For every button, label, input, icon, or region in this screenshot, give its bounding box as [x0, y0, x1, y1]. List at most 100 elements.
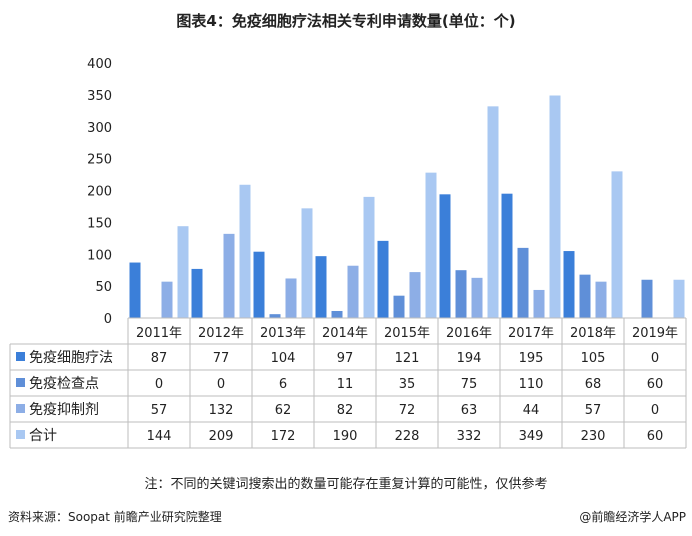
bar	[471, 277, 483, 318]
bar	[393, 295, 405, 318]
x-tick-label: 2018年	[570, 326, 616, 341]
legend-label: 免疫细胞疗法	[29, 350, 113, 366]
legend-label: 合计	[29, 428, 57, 444]
bar	[331, 310, 343, 318]
bar	[315, 256, 327, 318]
y-tick-label: 350	[87, 89, 112, 104]
legend-swatch	[16, 378, 25, 387]
bar	[239, 184, 251, 318]
bar	[177, 226, 189, 318]
bar	[611, 171, 623, 318]
bar	[563, 251, 575, 318]
y-tick-label: 200	[87, 185, 112, 200]
table-value: 97	[337, 351, 354, 366]
x-tick-label: 2011年	[136, 326, 182, 341]
footnote: 注：不同的关键词搜索出的数量可能存在重复计算的可能性，仅供参考	[144, 477, 548, 492]
bar	[161, 281, 173, 318]
bar	[579, 274, 591, 318]
table-value: 63	[461, 403, 478, 418]
bars-group	[129, 95, 685, 318]
table-value: 62	[275, 403, 292, 418]
bar	[363, 196, 375, 318]
table-value: 35	[399, 377, 416, 392]
table-value: 195	[519, 351, 544, 366]
legend-label: 免疫检查点	[29, 376, 99, 392]
bar	[347, 265, 359, 318]
bar	[129, 262, 141, 318]
table-value: 0	[155, 377, 163, 392]
table-value: 194	[457, 351, 482, 366]
y-tick-label: 150	[87, 216, 112, 231]
table-value: 0	[651, 403, 659, 418]
data-table: 2011年 2012年 2013年 2014年 2015年 2016年 2017年 2018年…	[9, 317, 687, 449]
x-tick-label: 2013年	[260, 326, 306, 341]
table-value: 57	[585, 403, 602, 418]
bar	[191, 268, 203, 318]
bar	[223, 233, 235, 318]
table-value: 144	[147, 429, 172, 444]
bar	[425, 172, 437, 318]
table-value: 44	[523, 403, 540, 418]
y-tick-label: 300	[87, 121, 112, 136]
table-value: 0	[217, 377, 225, 392]
bar	[641, 279, 653, 318]
legend-swatch	[16, 404, 25, 413]
bar	[301, 208, 313, 318]
x-tick-label: 2012年	[198, 326, 244, 341]
table-value: 349	[519, 429, 544, 444]
bar	[377, 240, 389, 318]
y-tick-label: 250	[87, 153, 112, 168]
bar	[595, 281, 607, 318]
brand-text: @前瞻经济学人APP	[579, 510, 686, 524]
table-value: 57	[151, 403, 168, 418]
table-value: 172	[271, 429, 296, 444]
y-tick-label: 400	[87, 57, 112, 72]
bar	[285, 278, 297, 318]
y-tick-label: 0	[104, 312, 112, 327]
bar	[517, 247, 529, 318]
table-value: 104	[271, 351, 296, 366]
bar	[455, 270, 467, 318]
table-value: 121	[395, 351, 420, 366]
table-value: 132	[209, 403, 234, 418]
x-tick-label: 2015年	[384, 326, 430, 341]
table-value: 6	[279, 377, 287, 392]
table-value: 77	[213, 351, 230, 366]
table-value: 228	[395, 429, 420, 444]
legend-swatch	[16, 430, 25, 439]
bar	[533, 289, 545, 318]
legend-label: 免疫抑制剂	[29, 402, 99, 418]
table-value: 110	[519, 377, 544, 392]
table-value: 190	[333, 429, 358, 444]
table-value: 68	[585, 377, 602, 392]
table-value: 72	[399, 403, 416, 418]
x-tick-label: 2019年	[632, 326, 678, 341]
table-value: 209	[209, 429, 234, 444]
bar	[253, 251, 265, 318]
source-text: 资料来源：Soopat 前瞻产业研究院整理	[8, 510, 222, 524]
bar	[409, 272, 421, 318]
table-value: 82	[337, 403, 354, 418]
chart-title: 图表4：免疫细胞疗法相关专利申请数量(单位：个)	[176, 12, 516, 30]
x-tick-label: 2016年	[446, 326, 492, 341]
table-value: 87	[151, 351, 168, 366]
table-value: 230	[581, 429, 606, 444]
bar	[549, 95, 561, 318]
table-value: 11	[337, 377, 354, 392]
table-value: 0	[651, 351, 659, 366]
y-tick-label: 50	[95, 280, 112, 295]
x-tick-label: 2014年	[322, 326, 368, 341]
bar	[501, 193, 513, 318]
table-value: 332	[457, 429, 482, 444]
table-value: 75	[461, 377, 478, 392]
bar	[439, 194, 451, 318]
y-axis: 0 50 100 150 200 250 300 350 400	[87, 57, 112, 327]
legend-swatch	[16, 352, 25, 361]
table-value: 60	[647, 377, 664, 392]
y-tick-label: 100	[87, 248, 112, 263]
bar	[269, 314, 281, 318]
table-value: 105	[581, 351, 606, 366]
table-value: 60	[647, 429, 664, 444]
x-tick-label: 2017年	[508, 326, 554, 341]
